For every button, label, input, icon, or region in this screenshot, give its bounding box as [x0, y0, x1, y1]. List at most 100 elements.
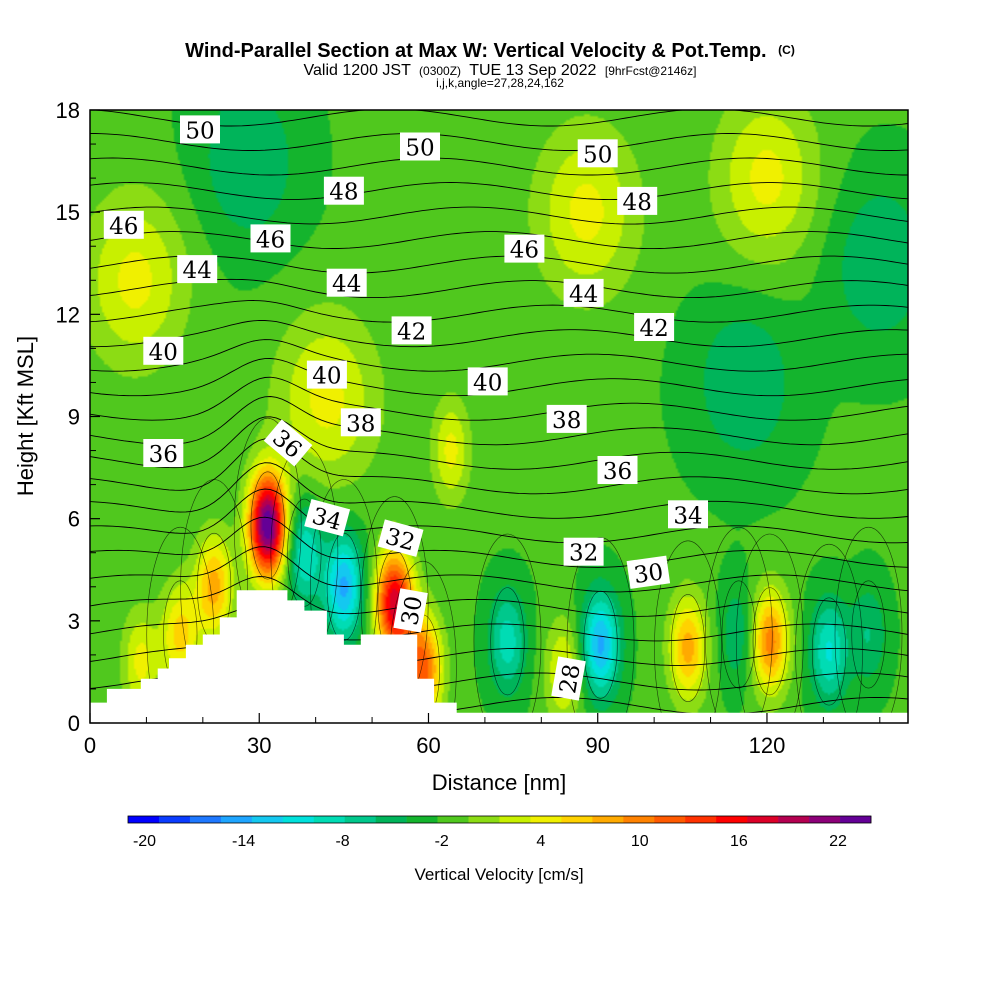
isentrope-line [90, 488, 908, 544]
x-axis: 0 30 60 90 120 [84, 713, 881, 758]
y-tick-label: 0 [68, 711, 80, 736]
contour-label-text: 46 [256, 227, 285, 253]
contour-label-box [626, 555, 671, 589]
chart-subtitle: Valid 1200 JST (0300Z) TUE 13 Sep 2022 [… [304, 62, 697, 79]
colorbar-swatch [158, 816, 191, 823]
contour-label: 38 [546, 404, 587, 434]
x-tick-label: 30 [247, 733, 271, 758]
colorbar-swatch [747, 816, 779, 823]
colorbar-frame [127, 815, 872, 824]
w-contour-line [704, 526, 773, 723]
contour-label-text: 42 [397, 319, 426, 345]
y-axis-title: Height [Kft MSL] [13, 336, 38, 496]
colorbar-tick-label: -14 [232, 833, 255, 850]
colorbar-swatch [220, 816, 253, 823]
y-tick-label: 9 [68, 405, 80, 430]
isentrope-line [90, 605, 908, 642]
isentrope-line [90, 376, 908, 421]
isentrope-line [90, 133, 908, 151]
w-contour-line [146, 526, 215, 723]
y-tick-label: 3 [68, 609, 80, 634]
contour-label-text: 50 [405, 136, 434, 162]
contour-label: 30 [393, 588, 428, 633]
contour-label-text: 44 [569, 282, 598, 308]
colorbar-swatch [251, 816, 284, 823]
colorbar-swatch [468, 816, 500, 823]
x-tick-label: 120 [749, 733, 786, 758]
contour-label: 46 [250, 224, 291, 253]
contour-label-box [143, 439, 184, 467]
contour-label-text: 50 [583, 142, 612, 168]
contour-label-text: 46 [510, 238, 539, 264]
contour-label: 46 [103, 210, 144, 240]
contour-label-box [326, 268, 367, 297]
valid-date: TUE 13 Sep 2022 [469, 62, 596, 79]
isentrope-line [90, 416, 908, 470]
contour-label: 50 [577, 139, 618, 168]
w-contour-line [670, 594, 706, 703]
colorbar-swatch [685, 816, 717, 823]
copyright-mark: (C) [778, 43, 795, 57]
contour-label: 32 [377, 519, 424, 557]
contour-label-box [393, 588, 428, 633]
contour-label: 40 [467, 367, 508, 396]
w-contour-line [473, 533, 542, 723]
contour-label: 44 [326, 268, 367, 298]
y-tick-label: 12 [56, 302, 80, 327]
colorbar-tick-label: 4 [536, 833, 545, 850]
contour-label-text: 44 [332, 272, 361, 298]
isentrope-line [90, 516, 908, 568]
colorbar-tick-label: 10 [631, 833, 649, 850]
y-tick-label: 18 [56, 98, 80, 123]
w-contour-line [735, 533, 804, 723]
contour-label-text: 38 [346, 411, 375, 437]
contour-label-text: 40 [473, 370, 502, 396]
x-axis-title: Distance [nm] [432, 770, 567, 795]
contour-label-text: 30 [632, 559, 665, 589]
contour-label-text: 48 [329, 180, 358, 206]
colorbar-swatch [561, 816, 593, 823]
contour-label-text: 32 [569, 541, 598, 567]
contour-label: 28 [551, 656, 586, 701]
w-contour-line [721, 580, 756, 689]
contour-label: 40 [143, 336, 184, 366]
colorbar-swatch [437, 816, 469, 823]
contour-label-box [504, 234, 545, 263]
valid-utc: (0300Z) [419, 64, 461, 78]
contour-label: 48 [617, 186, 658, 216]
colorbar-swatch [778, 816, 810, 823]
contour-label: 40 [306, 360, 347, 390]
contour-label: 48 [323, 176, 364, 206]
contour-label-text: 28 [555, 662, 586, 695]
contour-label: 50 [400, 132, 440, 162]
colorbar-tick-label: -2 [435, 833, 449, 850]
potential-temperature-contours [90, 110, 908, 715]
w-contour-line [490, 587, 525, 696]
w-contour-line [834, 526, 903, 723]
colorbar-title: Vertical Velocity [cm/s] [414, 865, 583, 884]
contour-label-text: 40 [312, 364, 341, 390]
contour-label-text: 40 [149, 340, 178, 366]
contour-label: 42 [391, 316, 432, 345]
contour-label-box [306, 360, 347, 389]
y-axis: 0 3 6 9 12 15 18 [56, 98, 100, 736]
contour-label-box [250, 224, 291, 253]
colorbar-swatch [189, 816, 222, 823]
contour-label-box [391, 316, 432, 345]
contour-label: 30 [626, 555, 671, 589]
w-contour-line [566, 537, 635, 723]
chart-title: Wind-Parallel Section at Max W: Vertical… [185, 40, 795, 62]
y-tick-label: 15 [56, 200, 80, 225]
colorbar-tick-label: 22 [829, 833, 847, 850]
colorbar-swatch [592, 816, 624, 823]
contour-label-box [546, 404, 587, 433]
contour-label-text: 42 [639, 316, 668, 342]
contour-label-box [617, 186, 658, 215]
isentrope-line [90, 255, 908, 274]
contour-label-box [400, 132, 440, 161]
isentrope-line [90, 300, 908, 323]
contour-label-box [597, 456, 638, 484]
contour-label-box [563, 278, 604, 307]
colorbar-swatch [313, 816, 346, 823]
